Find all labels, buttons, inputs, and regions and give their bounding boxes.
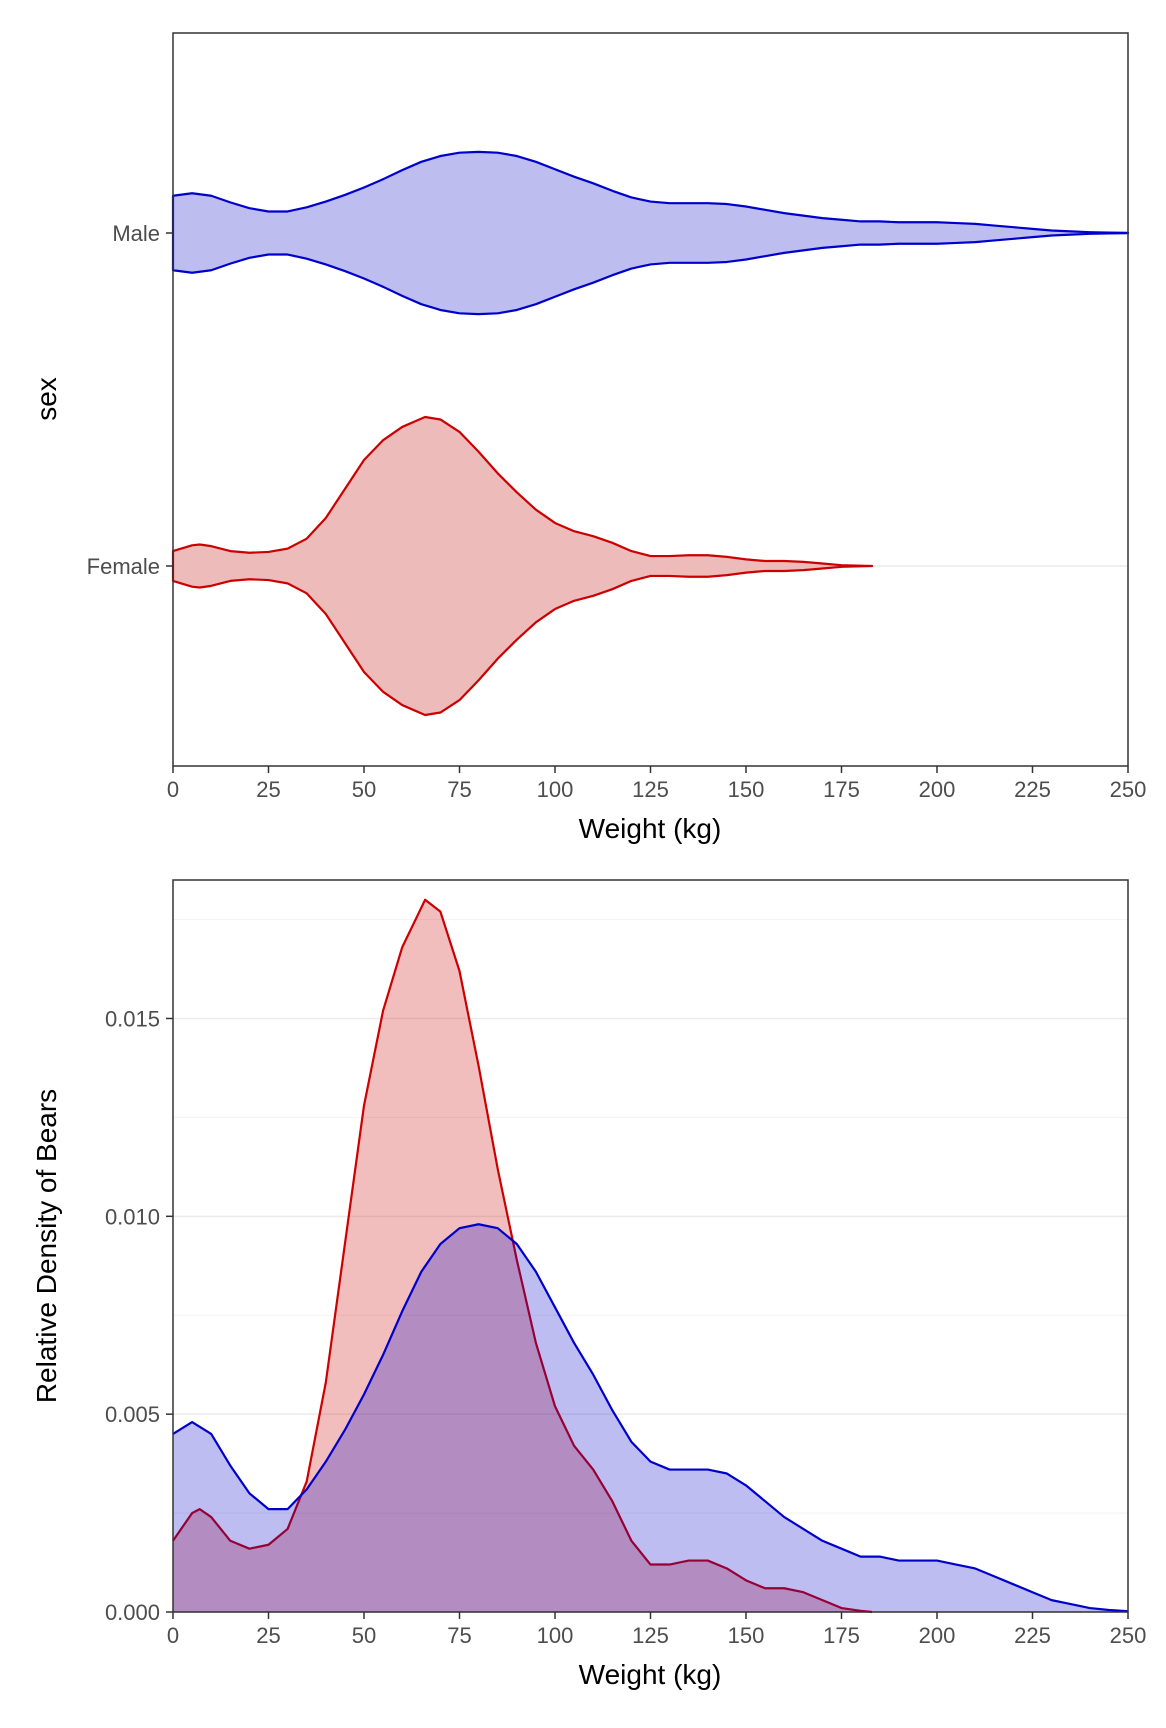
- density-x-tick-label: 125: [632, 1623, 669, 1648]
- density-y-axis: 0.000 0.005 0.010 0.015: [105, 1006, 173, 1625]
- density-y-tick-label: 0.010: [105, 1204, 160, 1229]
- violin-x-tick-label: 25: [256, 777, 280, 802]
- violin-y-axis: Male Female: [87, 221, 173, 579]
- violin-x-tick-label: 250: [1110, 777, 1147, 802]
- violin-y-tick-label-male: Male: [112, 221, 160, 246]
- density-x-tick-label: 0: [167, 1623, 179, 1648]
- violin-x-tick-label: 100: [537, 777, 574, 802]
- violin-x-axis-title: Weight (kg): [579, 813, 722, 844]
- density-x-axis-title: Weight (kg): [579, 1659, 722, 1690]
- violin-y-axis-title: sex: [31, 377, 62, 421]
- violin-x-tick-label: 150: [728, 777, 765, 802]
- density-x-tick-label: 200: [919, 1623, 956, 1648]
- density-x-tick-label: 25: [256, 1623, 280, 1648]
- density-x-tick-label: 225: [1014, 1623, 1051, 1648]
- violin-x-tick-label: 175: [823, 777, 860, 802]
- violin-panel-background: [173, 33, 1128, 766]
- density-y-axis-title: Relative Density of Bears: [31, 1089, 62, 1403]
- violin-x-tick-label: 225: [1014, 777, 1051, 802]
- density-x-tick-label: 50: [352, 1623, 376, 1648]
- violin-x-tick-label: 125: [632, 777, 669, 802]
- density-y-tick-label: 0.005: [105, 1402, 160, 1427]
- violin-x-axis: 0 25 50 75 100 125 150 175 200 225 250: [167, 766, 1146, 802]
- density-y-tick-label: 0.015: [105, 1006, 160, 1031]
- density-x-tick-label: 175: [823, 1623, 860, 1648]
- density-x-tick-label: 250: [1110, 1623, 1147, 1648]
- violin-y-tick-label-female: Female: [87, 554, 160, 579]
- density-male-area: [173, 1224, 1128, 1612]
- density-x-tick-label: 75: [447, 1623, 471, 1648]
- violin-x-tick-label: 50: [352, 777, 376, 802]
- density-y-tick-label: 0.000: [105, 1600, 160, 1625]
- density-areas: [172, 898, 1129, 1614]
- violin-x-tick-label: 0: [167, 777, 179, 802]
- density-x-tick-label: 150: [728, 1623, 765, 1648]
- violin-x-tick-label: 75: [447, 777, 471, 802]
- density-x-tick-label: 100: [537, 1623, 574, 1648]
- density-female-area: [173, 899, 873, 1612]
- violin-panel: 0 25 50 75 100 125 150 175 200 225 250 MaleFemale …: [31, 32, 1146, 844]
- density-female-line: [172, 898, 873, 1614]
- density-panel: 0 25 50 75 100 125 150 175 200 225 250 0.0000.0050…: [31, 879, 1146, 1690]
- violin-x-tick-label: 200: [919, 777, 956, 802]
- violin-female: [171, 415, 874, 717]
- density-x-axis: 0 25 50 75 100 125 150 175 200 225 250: [167, 1612, 1146, 1648]
- density-male-line: [172, 1223, 1129, 1613]
- density-panel-background: [173, 880, 1128, 1612]
